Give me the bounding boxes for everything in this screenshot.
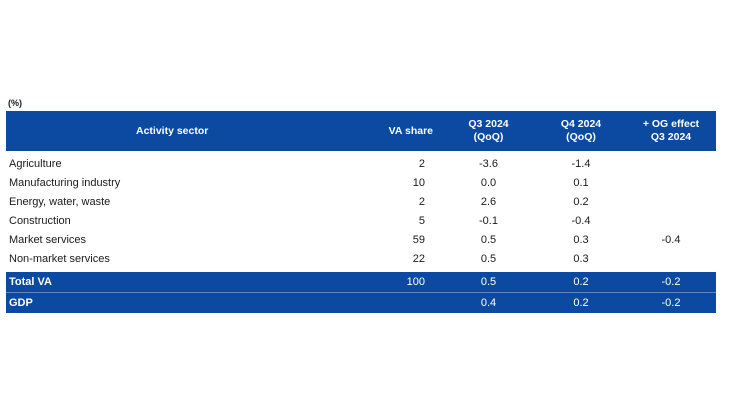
q4-cell: 0.3 <box>573 252 589 265</box>
va-share-cell: 10 <box>412 176 425 189</box>
q4-cell: 0.1 <box>573 176 589 189</box>
q3-cell: -0.1 <box>479 214 498 227</box>
sector-cell: Agriculture <box>9 157 62 170</box>
sector-cell: Energy, water, waste <box>9 195 111 208</box>
sector-cell: Manufacturing industry <box>9 176 121 189</box>
header-og-line2: Q3 2024 <box>650 131 692 143</box>
q4-cell: -0.4 <box>571 214 591 227</box>
og-cell <box>626 151 716 173</box>
q3-cell: 2.6 <box>480 195 497 208</box>
table-row: Non-market services 22 0.5 0.3 <box>6 249 716 270</box>
q3-cell: -3.6 <box>479 157 498 170</box>
total-q3: 0.5 <box>441 268 536 293</box>
og-cell <box>626 173 716 192</box>
q4-cell: 0.2 <box>573 195 589 208</box>
total-va-share: 100 <box>336 268 441 293</box>
sector-cell: Market services <box>9 233 87 246</box>
gdp-va-share <box>336 292 441 313</box>
total-q4: 0.2 <box>536 268 626 293</box>
og-cell <box>626 249 716 270</box>
va-share-cell: 22 <box>412 252 425 265</box>
table-row: Market services 59 0.5 0.3 -0.4 <box>6 230 716 249</box>
va-share-cell: 59 <box>412 233 425 246</box>
table-row: Agriculture 2 -3.6 -1.4 <box>6 151 716 173</box>
header-va-share: VA share <box>336 111 441 151</box>
gdp-og: -0.2 <box>626 292 716 313</box>
header-og-line1: + OG effect <box>642 118 700 130</box>
og-cell <box>626 211 716 230</box>
header-q3-2024: Q3 2024 (QoQ) <box>441 111 536 151</box>
q3-cell: 0.5 <box>480 233 497 246</box>
gdp-q4: 0.2 <box>536 292 626 313</box>
gdp-row: GDP 0.4 0.2 -0.2 <box>6 292 716 313</box>
total-va-row: Total VA 100 0.5 0.2 -0.2 <box>6 268 716 293</box>
header-q4-2024: Q4 2024 (QoQ) <box>536 111 626 151</box>
sector-table: Activity sector VA share Q3 2024 (QoQ) Q… <box>6 111 716 313</box>
sector-cell: Non-market services <box>9 252 110 265</box>
table-row: Construction 5 -0.1 -0.4 <box>6 211 716 230</box>
q3-cell: 0.0 <box>480 176 497 189</box>
header-q4-line1: Q4 2024 <box>560 118 602 130</box>
gdp-label: GDP <box>6 292 336 313</box>
q4-cell: 0.3 <box>573 233 589 246</box>
va-share-cell: 2 <box>418 195 425 208</box>
header-activity-sector: Activity sector <box>6 111 336 151</box>
va-share-cell: 5 <box>418 214 425 227</box>
header-q3-line2: (QoQ) <box>473 131 504 143</box>
table-row: Energy, water, waste 2 2.6 0.2 <box>6 192 716 211</box>
gdp-q3: 0.4 <box>441 292 536 313</box>
q4-cell: -1.4 <box>571 157 591 170</box>
sector-cell: Construction <box>9 214 71 227</box>
og-cell <box>626 192 716 211</box>
table-row: Manufacturing industry 10 0.0 0.1 <box>6 173 716 192</box>
header-row: Activity sector VA share Q3 2024 (QoQ) Q… <box>6 111 716 151</box>
header-q3-line1: Q3 2024 <box>468 118 509 130</box>
unit-note: (%) <box>8 98 22 108</box>
header-og-effect: + OG effect Q3 2024 <box>626 111 716 151</box>
header-q4-line2: (QoQ) <box>566 131 596 143</box>
q3-cell: 0.5 <box>480 252 497 265</box>
va-share-cell: 2 <box>418 157 425 170</box>
total-label: Total VA <box>6 268 336 293</box>
total-og: -0.2 <box>626 268 716 293</box>
og-cell: -0.4 <box>661 233 681 246</box>
